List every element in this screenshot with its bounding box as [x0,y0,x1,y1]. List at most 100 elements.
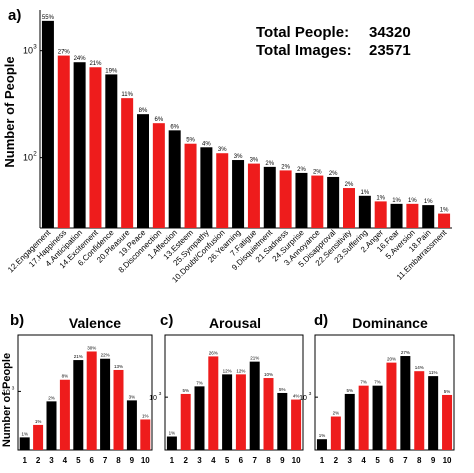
data-label-c-6: 21% [250,356,259,361]
data-label-a-18: 2% [329,171,338,177]
panel-b-label: b) [10,312,24,329]
category-label-c-6: 7 [252,456,257,465]
data-label-a-9: 5% [186,138,195,144]
bar-d-9 [442,394,453,450]
bar-a-13 [247,163,260,228]
panel-c-label: c) [160,312,173,329]
data-label-a-10: 4% [202,141,211,147]
data-label-a-8: 6% [170,124,179,130]
bar-a-22 [390,203,403,228]
total-images-label: Total Images: [256,42,352,59]
panel-d-label: d) [314,312,328,329]
data-label-a-25: 1% [440,208,449,214]
data-label-a-15: 2% [281,164,290,170]
data-label-c-4: 12% [223,368,232,373]
plot-b: Valence1031%11%22%38%421%530%622%713%83%… [2,315,153,465]
bar-b-6 [100,358,111,450]
bar-d-0 [316,439,327,450]
bar-a-1 [57,55,70,229]
bar-c-3 [208,356,219,450]
data-label-c-0: 1% [169,431,176,436]
bar-c-2 [194,386,205,450]
data-label-b-5: 30% [87,345,96,350]
panel-a-ylabel: Number of People [2,56,17,167]
category-label-b-1: 2 [36,456,41,465]
y-tick-exp-b-0: 3 [12,385,15,391]
data-label-d-7: 14% [415,365,424,370]
bar-a-19 [343,188,355,228]
bar-a-20 [358,195,371,228]
category-label-c-3: 4 [211,456,216,465]
data-label-c-7: 10% [264,372,273,377]
category-label-d-1: 2 [334,456,339,465]
data-label-b-7: 13% [114,364,123,369]
bar-c-9 [291,399,302,450]
category-label-d-8: 9 [431,456,436,465]
data-label-b-4: 21% [74,354,83,359]
bar-a-15 [279,170,292,228]
category-label-c-0: 1 [170,456,175,465]
data-label-c-8: 5% [279,387,286,392]
category-label-b-7: 8 [116,456,121,465]
plot-d: Dominance1031%12%25%37%47%520%627%714%81… [299,315,455,465]
bar-b-4 [73,360,84,450]
category-label-b-2: 3 [49,456,54,465]
data-label-a-0: 55% [42,15,55,21]
data-label-b-3: 8% [62,374,69,379]
panel-d-title: Dominance [352,315,428,331]
bar-d-7 [414,371,425,450]
bar-d-6 [400,356,411,450]
data-label-c-5: 12% [236,368,245,373]
data-label-a-14: 2% [265,161,274,167]
data-label-b-2: 2% [48,395,55,400]
plot-c: Arousal1031%15%27%326%412%512%621%710%85… [149,315,304,465]
small-panels-ylabel: Number of People [1,353,13,447]
category-label-b-8: 9 [130,456,135,465]
category-label-d-5: 6 [389,456,394,465]
bar-b-3 [59,379,70,450]
bar-d-2 [344,393,355,450]
y-tick-label-c-0: 10 [149,395,157,402]
data-label-b-0: 1% [21,431,28,436]
total-images-value: 23571 [369,42,411,59]
bar-a-4 [105,74,118,229]
y-tick-exp-a-2: 3 [33,44,37,51]
plot-frame-c [164,334,304,451]
data-label-a-20: 1% [361,190,370,196]
bar-a-17 [311,175,324,228]
category-label-b-3: 4 [63,456,68,465]
category-label-d-2: 3 [348,456,353,465]
data-label-a-19: 2% [345,182,354,188]
category-label-b-0: 1 [22,456,27,465]
y-tick-label-a-2: 10 [23,46,33,56]
data-label-a-4: 19% [105,68,118,74]
data-label-d-0: 1% [319,433,326,438]
total-people-value: 34320 [369,24,411,41]
data-label-d-8: 11% [429,370,438,375]
y-tick-label-a-1: 10 [23,153,33,163]
data-label-a-3: 21% [89,61,102,67]
bar-a-9 [184,143,197,228]
data-label-d-3: 7% [360,380,367,385]
bar-a-11 [216,153,229,228]
category-label-d-9: 10 [443,456,452,465]
panel-b-title: Valence [69,315,121,331]
bar-b-7 [113,369,124,450]
bar-c-0 [166,436,177,450]
data-label-a-7: 6% [155,117,164,123]
bar-b-1 [33,424,44,450]
bar-b-0 [19,437,30,450]
data-label-d-2: 5% [346,388,353,393]
category-label-c-4: 5 [225,456,230,465]
bar-c-4 [222,374,233,450]
category-label-b-6: 7 [103,456,108,465]
data-label-b-9: 1% [142,413,149,418]
y-tick-exp-a-1: 2 [33,151,37,158]
category-label-c-8: 9 [280,456,285,465]
bar-b-5 [86,351,97,450]
category-label-c-5: 6 [239,456,244,465]
category-label-d-4: 5 [375,456,380,465]
bar-d-4 [372,385,383,450]
bar-a-6 [137,114,149,228]
